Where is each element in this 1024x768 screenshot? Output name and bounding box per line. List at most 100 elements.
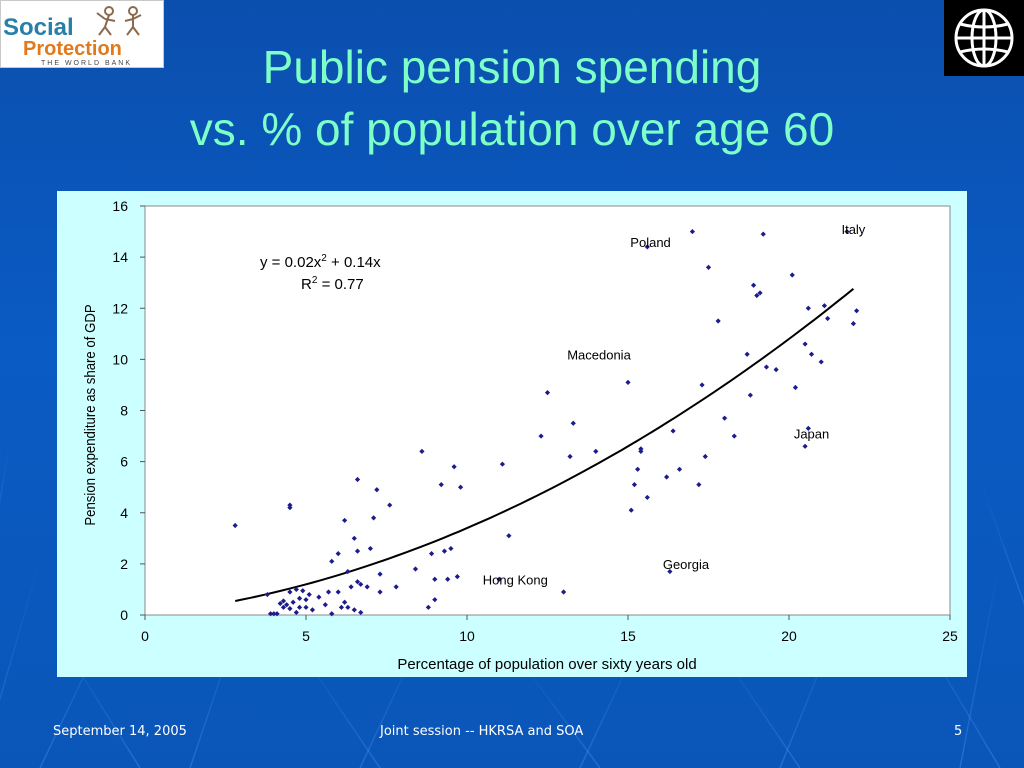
r-squared-label: R2 = 0.77 [301, 275, 364, 293]
data-point [287, 589, 293, 595]
data-point [544, 390, 551, 396]
data-point [432, 597, 438, 603]
data-point [303, 604, 309, 610]
y-tick-label: 14 [112, 249, 128, 265]
data-point [367, 545, 373, 552]
x-tick-label: 0 [141, 628, 149, 644]
data-point [744, 351, 750, 357]
y-tick-label: 0 [120, 607, 128, 623]
y-axis-label: Pension expenditure as share of GDP [81, 304, 98, 525]
data-point [377, 589, 383, 595]
trendline [234, 288, 855, 602]
data-point [335, 551, 341, 557]
data-point [715, 318, 721, 324]
y-tick-label: 10 [112, 351, 128, 367]
data-point [438, 482, 444, 488]
data-point [316, 594, 322, 600]
data-point [644, 494, 650, 501]
plot-area [144, 205, 951, 616]
logo-text-protection: Protection [23, 38, 122, 60]
data-point [702, 453, 708, 460]
data-point [628, 507, 634, 513]
data-point [303, 597, 309, 603]
data-point [377, 571, 383, 577]
data-point [593, 448, 599, 454]
data-point [670, 428, 676, 434]
data-point [635, 466, 641, 472]
data-point [808, 351, 815, 357]
data-point [538, 433, 544, 439]
data-point [335, 589, 341, 595]
data-point [296, 595, 303, 601]
data-point [631, 482, 638, 488]
data-point [448, 545, 454, 552]
data-point [432, 576, 438, 582]
world-bank-logo [944, 0, 1024, 76]
x-tick-label: 5 [302, 628, 310, 644]
data-point [358, 609, 364, 616]
data-point [345, 604, 351, 610]
data-point [325, 589, 332, 595]
data-point [348, 584, 354, 590]
data-point [445, 576, 451, 582]
data-point [354, 579, 361, 585]
data-point [342, 517, 348, 524]
data-point [309, 607, 316, 613]
data-point [354, 476, 361, 483]
data-point [844, 228, 850, 235]
slide-title: Public pension spending vs. % of populat… [100, 36, 924, 160]
data-point [264, 591, 270, 598]
y-tick-label: 2 [120, 556, 128, 572]
data-point [689, 228, 695, 235]
data-point [664, 474, 670, 480]
data-point [805, 305, 811, 311]
point-annotation: Hong Kong [483, 572, 548, 587]
annotations: Poland Italy Macedonia Japan Georgia Hong Kon… [483, 222, 866, 587]
data-point [506, 533, 512, 539]
footer-date: September 14, 2005 [53, 724, 187, 739]
data-point [412, 566, 419, 572]
data-point [441, 548, 448, 554]
point-annotation: Georgia [663, 557, 710, 572]
data-point [338, 604, 345, 610]
data-point [676, 466, 683, 472]
point-annotation: Japan [794, 427, 829, 442]
y-tick-label: 16 [112, 198, 128, 214]
social-protection-logo: Social Protection THE WORLD BANK [0, 0, 164, 68]
data-point [499, 461, 506, 467]
data-point [760, 231, 766, 237]
data-point [351, 607, 357, 613]
footer-page-number: 5 [954, 724, 963, 739]
logo-text-world-bank: THE WORLD BANK [41, 60, 132, 67]
data-point [451, 464, 457, 470]
y-tick-label: 8 [120, 403, 128, 419]
scatter-chart: 0 2 4 6 8 10 12 14 16 0 5 10 15 20 25 Poland Italy Mace… [81, 198, 958, 673]
y-tick-label: 6 [120, 454, 128, 470]
data-point [290, 599, 296, 605]
data-point [284, 602, 290, 608]
title-line-1: Public pension spending [262, 41, 762, 93]
data-point [763, 364, 770, 370]
data-point [271, 611, 277, 617]
point-annotation: Poland [630, 235, 670, 250]
data-point [457, 484, 464, 490]
data-point [805, 425, 811, 431]
footer-center: Joint session -- HKRSA and SOA [380, 724, 584, 739]
data-point [667, 568, 673, 575]
data-point [371, 515, 377, 521]
data-point [329, 558, 335, 564]
data-point [345, 568, 351, 575]
data-point [570, 420, 576, 426]
point-annotation: Italy [841, 222, 865, 237]
point-annotation: Macedonia [567, 347, 631, 362]
x-tick-label: 15 [620, 628, 636, 644]
y-tick-label: 4 [120, 505, 128, 521]
data-point [277, 600, 283, 607]
chart-panel: 0 2 4 6 8 10 12 14 16 0 5 10 15 20 25 Poland Italy Mace… [57, 191, 967, 677]
data-point [374, 487, 380, 493]
data-point [696, 482, 702, 488]
globe-icon [954, 8, 1014, 68]
data-point [754, 292, 760, 299]
logo-text-social: Social [3, 14, 74, 41]
data-point [342, 599, 348, 605]
